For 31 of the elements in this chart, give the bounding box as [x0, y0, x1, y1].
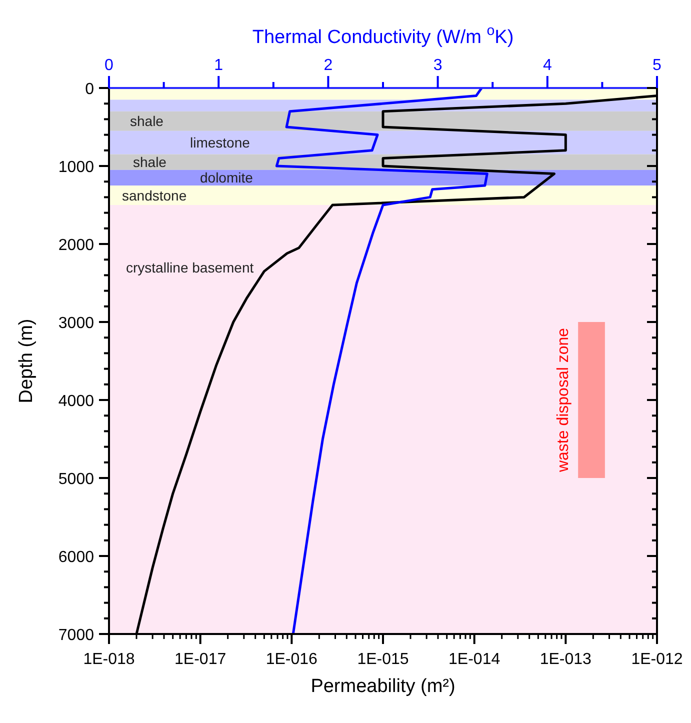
- band-label: limestone: [190, 134, 250, 151]
- band-label: crystalline basement: [126, 259, 254, 276]
- y-tick-label: 3000: [58, 315, 94, 332]
- x-tick-label: 1E-012: [631, 651, 683, 668]
- y-tick-label: 7000: [58, 627, 94, 644]
- y-tick-label: 4000: [58, 393, 94, 410]
- x2-tick-label: 4: [542, 57, 552, 74]
- x-axis-title: Permeability (m²): [310, 676, 456, 697]
- y-tick-label: 2000: [58, 237, 94, 254]
- x-tick-label: 1E-013: [540, 651, 592, 668]
- band-label: shale: [130, 113, 164, 130]
- y-tick-label: 5000: [58, 471, 94, 488]
- y-tick-label: 0: [85, 81, 94, 98]
- x2-tick-label: 5: [652, 57, 662, 74]
- y-tick-label: 1000: [58, 159, 94, 176]
- x2-tick-label: 2: [324, 57, 333, 74]
- x2-axis-title: Thermal Conductivity (W/m $^{o}$K): [252, 23, 514, 48]
- y-tick-label: 6000: [58, 549, 94, 566]
- x-tick-label: 1E-016: [266, 651, 318, 668]
- x-tick-label: 1E-018: [83, 651, 135, 668]
- band-label: sandstone: [122, 187, 187, 204]
- band-label: dolomite: [200, 170, 254, 186]
- x-tick-label: 1E-014: [448, 651, 500, 668]
- x2-tick-label: 0: [104, 57, 114, 74]
- x2-tick-label: 1: [214, 57, 224, 74]
- x2-tick-label: 3: [433, 57, 442, 74]
- x-tick-label: 1E-017: [174, 651, 226, 668]
- y-axis-title: Depth (m): [16, 318, 37, 404]
- band-label: shale: [133, 154, 167, 170]
- band-label: waste disposal zone: [555, 328, 572, 474]
- x-tick-label: 1E-015: [357, 651, 409, 668]
